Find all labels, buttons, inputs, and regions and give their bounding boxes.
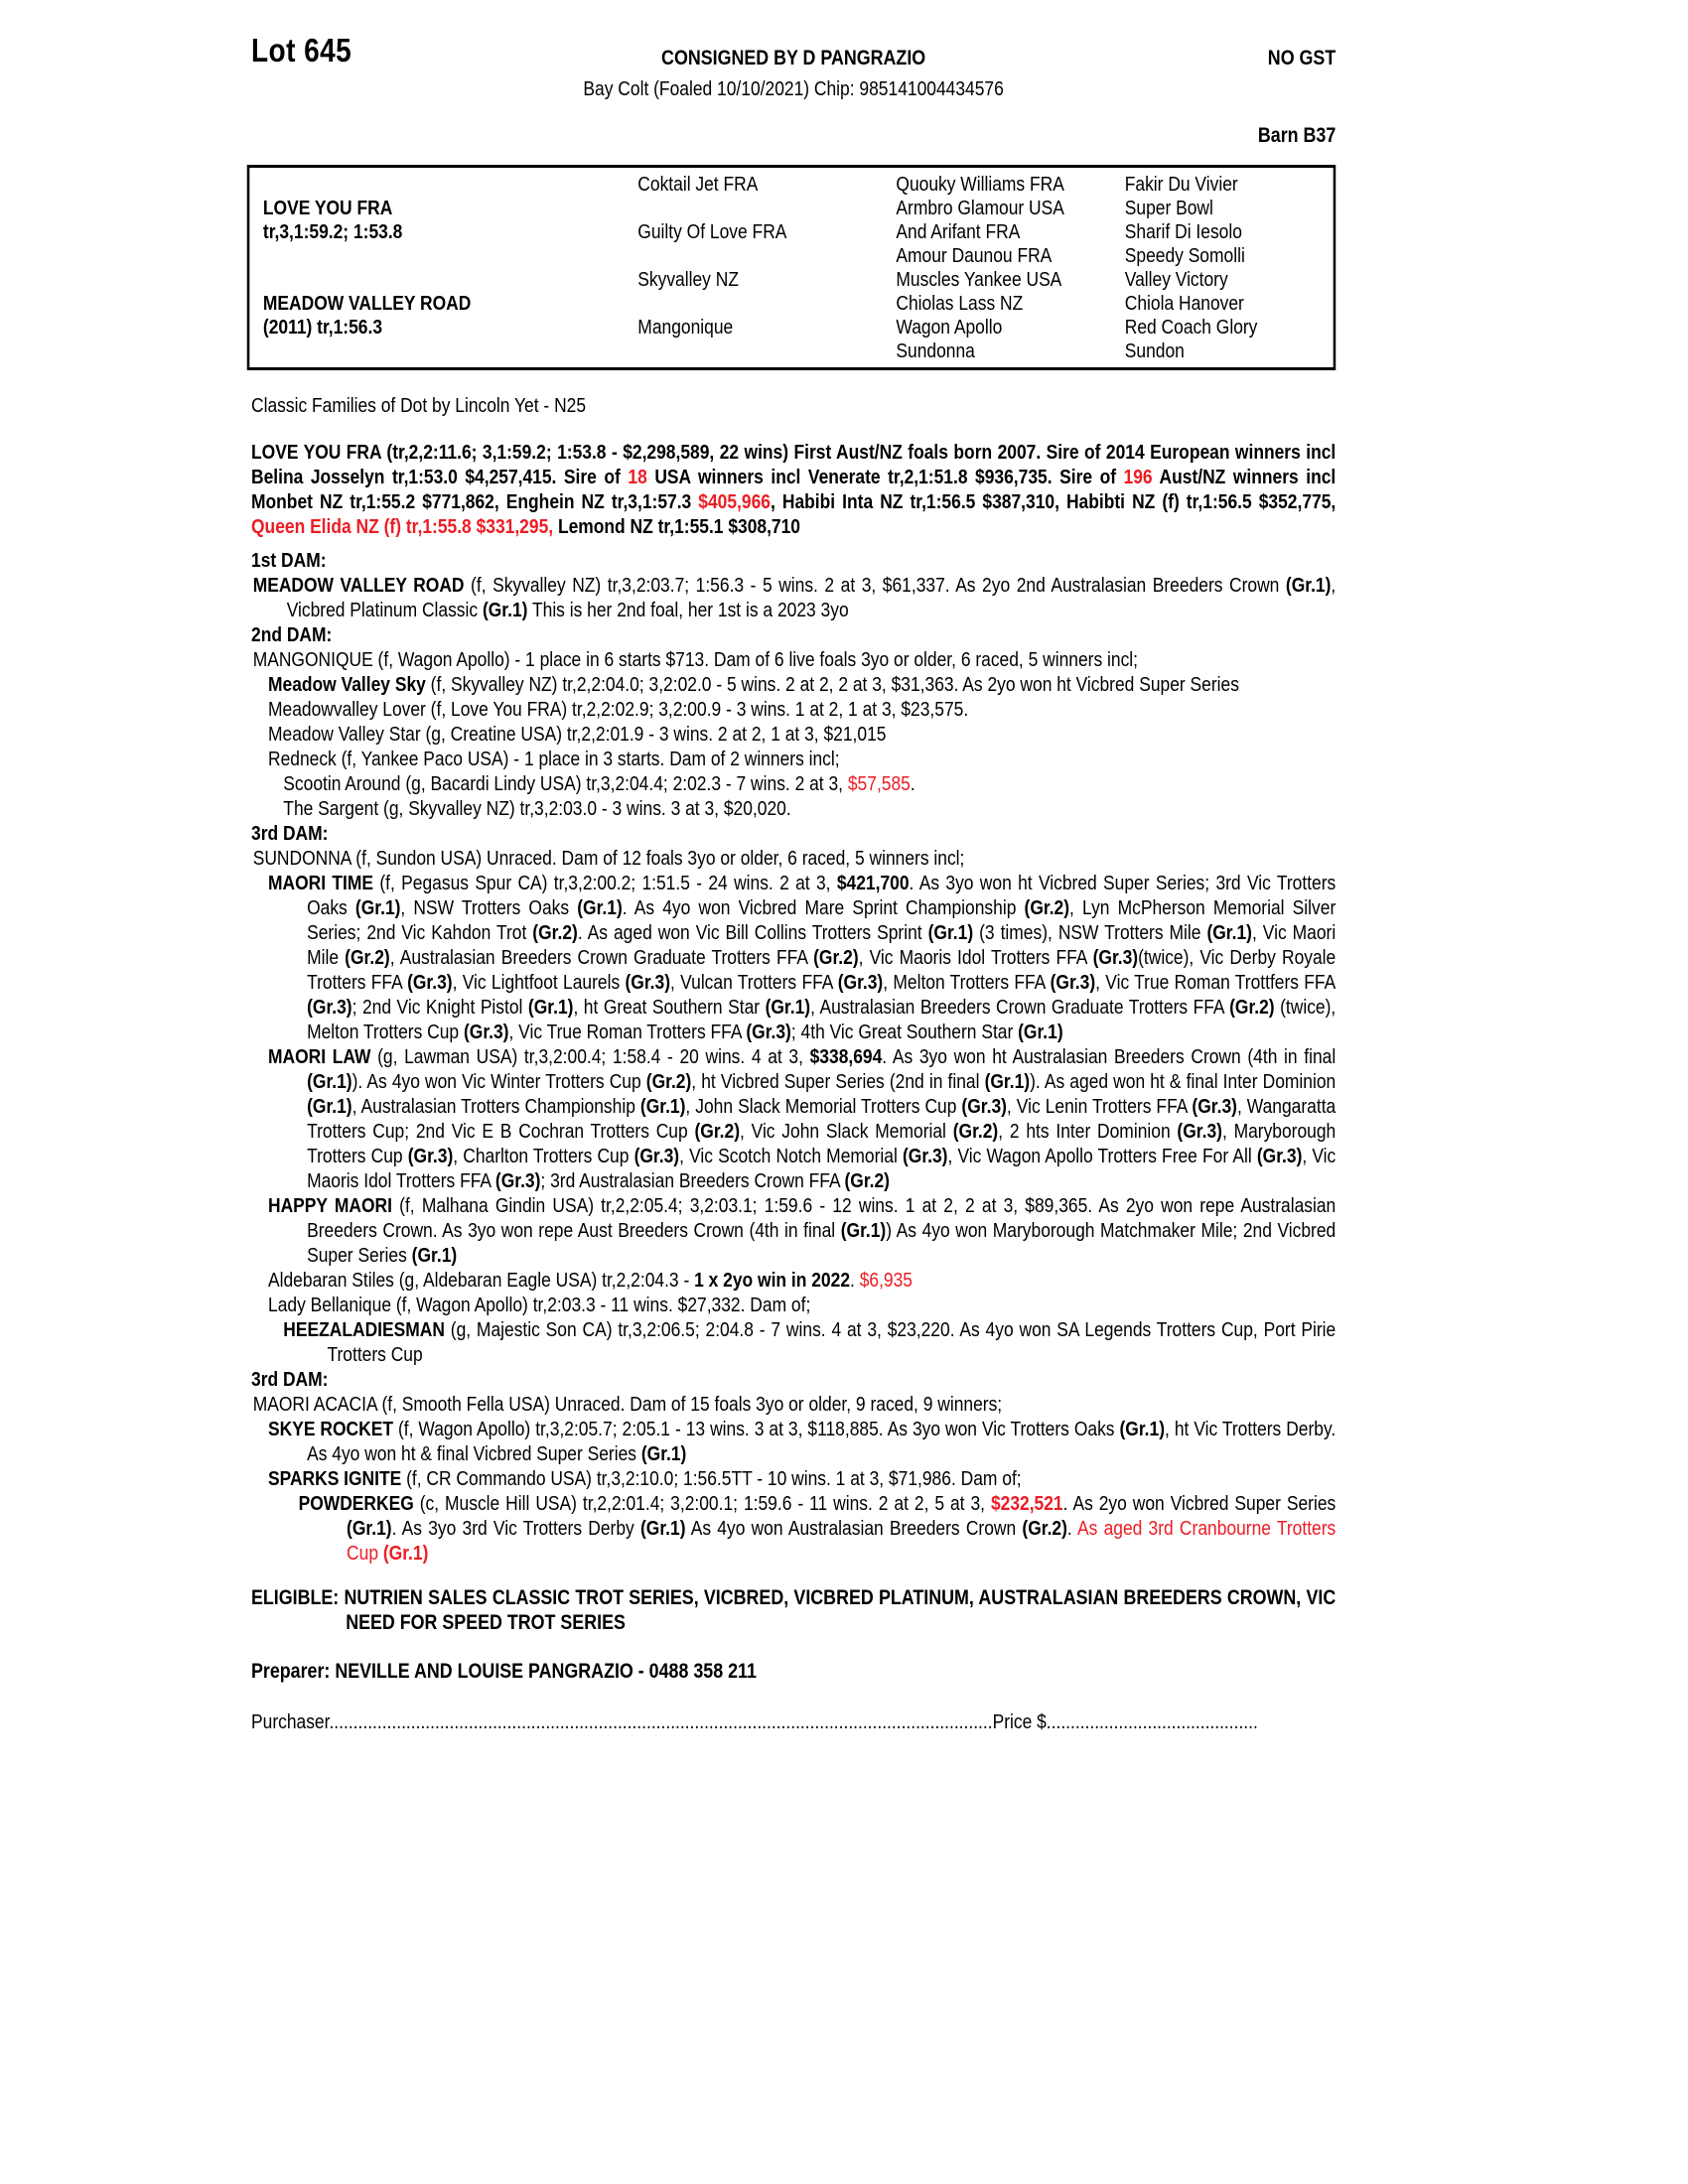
pedigree-cell xyxy=(263,173,637,197)
lot-number: Lot 645 xyxy=(251,32,352,68)
pedigree-cell: LOVE YOU FRA xyxy=(262,197,393,219)
pedigree-entry: SPARKS IGNITE (f, CR Commando USA) tr,3,… xyxy=(268,1467,1022,1490)
pedigree-entry: Lady Bellanique (f, Wagon Apollo) tr,2:0… xyxy=(268,1294,811,1316)
pedigree-entry: Meadow Valley Star (g, Creatine USA) tr,… xyxy=(268,723,887,746)
pedigree-cell: Chiolas Lass NZ xyxy=(896,292,1024,315)
pedigree-cell: Amour Daunou FRA xyxy=(896,244,1053,267)
pedigree-cell: MEADOW VALLEY ROAD xyxy=(262,292,472,315)
pedigree-cell: Quouky Williams FRA xyxy=(896,173,1064,196)
pedigree-cell xyxy=(263,340,637,363)
pedigree-cell xyxy=(637,244,896,268)
pedigree-entry: Meadowvalley Lover (f, Love You FRA) tr,… xyxy=(268,698,969,721)
catalogue-page: Lot 645 CONSIGNED BY D PANGRAZIO NO GST … xyxy=(246,32,1336,1734)
pedigree-table: LOVE YOU FRA tr,3,1:59.2; 1:53.8 MEADOW VA… xyxy=(246,165,1336,370)
pedigree-cell: (2011) tr,1:56.3 xyxy=(262,316,383,339)
dam3b-entry: MAORI ACACIA (f, Smooth Fella USA) Unrac… xyxy=(252,1393,1003,1416)
pedigree-cell xyxy=(637,197,896,220)
pedigree-entry: HEEZALADIESMAN (g, Majestic Son CA) tr,3… xyxy=(283,1318,1336,1366)
pedigree-entry: MAORI TIME (f, Pegasus Spur CA) tr,3,2:0… xyxy=(268,872,1336,1043)
dam3-heading: 3rd DAM: xyxy=(251,822,329,845)
foaling-description: Bay Colt (Foaled 10/10/2021) Chip: 98514… xyxy=(583,77,1004,100)
dam3-entry: SUNDONNA (f, Sundon USA) Unraced. Dam of… xyxy=(252,847,965,870)
pedigree-cell: Wagon Apollo xyxy=(896,316,1003,339)
price-label: Price $ xyxy=(992,1710,1047,1733)
pedigree-cell: Sharif Di Iesolo xyxy=(1124,220,1242,243)
pedigree-entry: The Sargent (g, Skyvalley NZ) tr,3,2:03.… xyxy=(283,797,791,820)
pedigree-cell xyxy=(263,244,637,268)
preparer-line: Preparer: NEVILLE AND LOUISE PANGRAZIO -… xyxy=(251,1660,757,1683)
pedigree-entry: Redneck (f, Yankee Paco USA) - 1 place i… xyxy=(268,748,840,770)
pedigree-cell: Mangonique xyxy=(637,316,734,339)
pedigree-entry: SKYE ROCKET (f, Wagon Apollo) tr,3,2:05.… xyxy=(268,1418,1336,1465)
pedigree-cell: Chiola Hanover xyxy=(1124,292,1244,315)
pedigree-cell: Sundon xyxy=(1124,340,1185,362)
page-header: Lot 645 CONSIGNED BY D PANGRAZIO NO GST … xyxy=(251,32,1336,165)
pedigree-cell: Guilty Of Love FRA xyxy=(637,220,787,243)
dam1-heading: 1st DAM: xyxy=(251,549,327,572)
pedigree-cell xyxy=(637,340,896,363)
pedigree-cell: Red Coach Glory xyxy=(1124,316,1258,339)
pedigree-entry: MAORI LAW (g, Lawman USA) tr,3,2:00.4; 1… xyxy=(268,1045,1336,1192)
eligible-note: ELIGIBLE: NUTRIEN SALES CLASSIC TROT SER… xyxy=(251,1586,1336,1634)
pedigree-entry: POWDERKEG (c, Muscle Hill USA) tr,2,2:01… xyxy=(298,1492,1336,1565)
pedigree-entry: Aldebaran Stiles (g, Aldebaran Eagle USA… xyxy=(268,1269,914,1292)
pedigree-cell: Armbro Glamour USA xyxy=(896,197,1064,219)
pedigree-cell: tr,3,1:59.2; 1:53.8 xyxy=(262,220,403,243)
purchaser-dots-leader: ........................................… xyxy=(329,1710,993,1733)
gst-note: NO GST xyxy=(1267,47,1336,69)
barn-number: Barn B37 xyxy=(1257,124,1336,147)
pedigree-cell: Coktail Jet FRA xyxy=(637,173,759,196)
pedigree-cell: And Arifant FRA xyxy=(896,220,1021,243)
purchaser-line: Purchaser...............................… xyxy=(251,1709,1336,1734)
pedigree-cell: Fakir Du Vivier xyxy=(1124,173,1238,196)
pedigree-cell: Skyvalley NZ xyxy=(637,268,739,291)
pedigree-cell: Valley Victory xyxy=(1124,268,1228,291)
pedigree-cell xyxy=(263,268,637,292)
family-line: Classic Families of Dot by Lincoln Yet -… xyxy=(251,394,587,417)
pedigree-text: LOVE YOU FRA (tr,2,2:11.6; 3,1:59.2; 1:5… xyxy=(251,440,1336,1684)
dam1-entry: MEADOW VALLEY ROAD (f, Skyvalley NZ) tr,… xyxy=(252,574,1336,621)
pedigree-cell: Sundonna xyxy=(896,340,975,362)
pedigree-cell: Super Bowl xyxy=(1124,197,1213,219)
pedigree-cell xyxy=(637,292,896,316)
purchaser-label: Purchaser xyxy=(251,1710,330,1733)
sire-summary: LOVE YOU FRA (tr,2,2:11.6; 3,1:59.2; 1:5… xyxy=(251,441,1336,538)
consignor-line: CONSIGNED BY D PANGRAZIO xyxy=(661,47,926,69)
pedigree-entry: HAPPY MAORI (f, Malhana Gindin USA) tr,2… xyxy=(268,1194,1336,1267)
pedigree-cell: Muscles Yankee USA xyxy=(896,268,1062,291)
dam2-entry: MANGONIQUE (f, Wagon Apollo) - 1 place i… xyxy=(252,648,1139,671)
pedigree-cell: Speedy Somolli xyxy=(1124,244,1245,267)
price-dots-leader: ........................................… xyxy=(1046,1710,1258,1733)
dam3b-heading: 3rd DAM: xyxy=(251,1368,329,1391)
pedigree-entry: Meadow Valley Sky (f, Skyvalley NZ) tr,2… xyxy=(268,673,1239,696)
pedigree-entry: Scootin Around (g, Bacardi Lindy USA) tr… xyxy=(283,772,915,795)
dam2-heading: 2nd DAM: xyxy=(251,623,333,646)
